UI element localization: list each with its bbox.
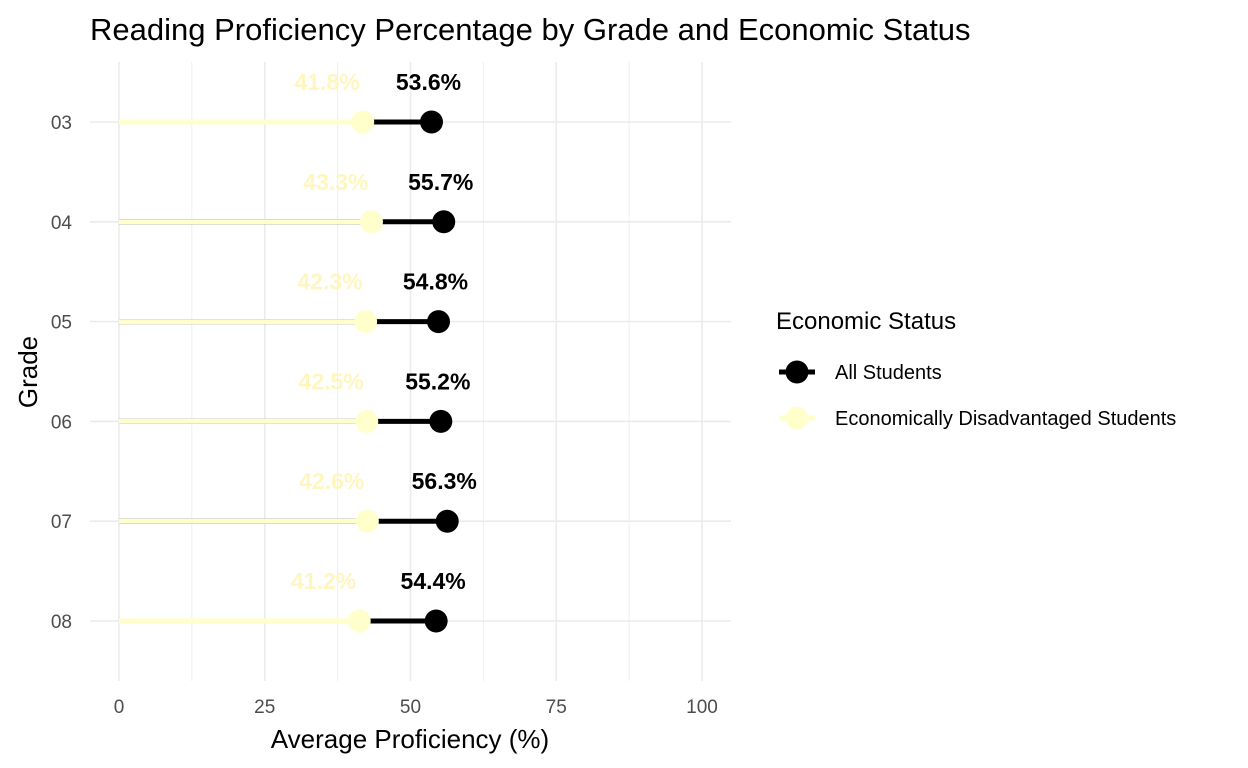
y-axis-title: Grade — [13, 336, 43, 408]
y-tick-label: 07 — [51, 512, 72, 533]
disadvantaged-point — [347, 609, 371, 633]
disadvantaged-point — [359, 210, 383, 234]
all-students-value-label: 54.4% — [401, 568, 466, 594]
y-tick-label: 08 — [51, 612, 72, 633]
all-students-value-label: 54.8% — [403, 269, 468, 295]
all-students-point — [419, 110, 443, 134]
legend-key-point — [785, 406, 809, 430]
axes: 0 25 50 75 100 03 04 05 06 07 08 — [51, 113, 718, 718]
all-students-point — [432, 210, 456, 234]
all-students-value-label: 56.3% — [412, 468, 477, 494]
disadvantaged-value-label: 41.8% — [294, 69, 359, 95]
all-students-value-label: 53.6% — [396, 69, 461, 95]
disadvantaged-point — [351, 110, 375, 134]
y-tick-label: 03 — [51, 113, 72, 134]
all-students-value-label: 55.7% — [408, 169, 473, 195]
y-tick-label: 04 — [51, 213, 73, 234]
disadvantaged-value-label: 42.3% — [297, 269, 362, 295]
chart-title: Reading Proficiency Percentage by Grade … — [90, 12, 971, 47]
disadvantaged-value-label: 42.5% — [299, 368, 364, 394]
x-tick-label: 100 — [686, 697, 718, 718]
x-tick-label: 75 — [546, 697, 567, 718]
legend-label: All Students — [835, 362, 942, 384]
x-tick-label: 25 — [254, 697, 275, 718]
legend: Economic Status All Students Economically… — [776, 308, 1176, 430]
disadvantaged-point — [355, 509, 379, 533]
x-tick-label: 50 — [400, 697, 421, 718]
legend-key-point — [785, 360, 809, 384]
all-students-point — [426, 310, 450, 334]
y-tick-label: 06 — [51, 412, 72, 433]
all-students-value-label: 55.2% — [405, 368, 470, 394]
chart-marks — [119, 110, 459, 633]
y-tick-label: 05 — [51, 313, 72, 334]
all-students-point — [429, 409, 453, 433]
x-tick-label: 0 — [114, 697, 125, 718]
disadvantaged-value-label: 41.2% — [291, 568, 356, 594]
disadvantaged-point — [354, 310, 378, 334]
legend-label: Economically Disadvantaged Students — [835, 408, 1176, 430]
all-students-point — [435, 509, 459, 533]
legend-title: Economic Status — [776, 308, 956, 335]
disadvantaged-value-label: 43.3% — [303, 169, 368, 195]
disadvantaged-value-label: 42.6% — [299, 468, 364, 494]
disadvantaged-point — [355, 409, 379, 433]
all-students-point — [424, 609, 448, 633]
x-axis-title: Average Proficiency (%) — [271, 724, 549, 754]
data-labels: 41.8% 53.6% 43.3% 55.7% 42.3% 54.8% 42.5% 55.2%… — [291, 69, 477, 594]
